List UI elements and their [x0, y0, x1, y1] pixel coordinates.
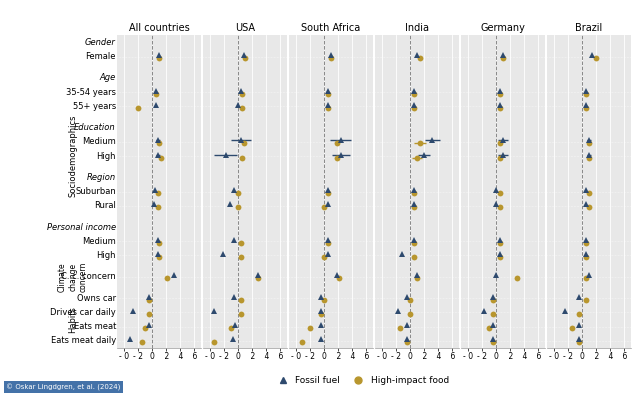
Title: All countries: All countries	[129, 23, 190, 33]
Title: Germany: Germany	[481, 23, 526, 33]
Text: Medium: Medium	[82, 138, 116, 146]
Text: 55+ years: 55+ years	[73, 102, 116, 111]
Text: Female: Female	[86, 52, 116, 61]
Text: Eats meat: Eats meat	[74, 322, 116, 331]
Legend: Fossil fuel, High-impact food: Fossil fuel, High-impact food	[270, 372, 453, 389]
Text: Owns car: Owns car	[77, 294, 116, 303]
Text: Suburban: Suburban	[75, 187, 116, 196]
Title: Brazil: Brazil	[576, 23, 603, 33]
Text: Sociodemographics: Sociodemographics	[68, 115, 77, 197]
Text: Climate
change
concern: Climate change concern	[58, 262, 88, 292]
Text: Gender: Gender	[85, 38, 116, 47]
Text: C. c. concern: C. c. concern	[61, 272, 116, 281]
Text: Personal income: Personal income	[47, 222, 116, 231]
Text: Rural: Rural	[94, 201, 116, 210]
Title: South Africa: South Africa	[301, 23, 361, 33]
Title: USA: USA	[235, 23, 255, 33]
Text: © Oskar Lingdgren, et al. (2024): © Oskar Lingdgren, et al. (2024)	[6, 384, 120, 391]
Text: Habits: Habits	[68, 306, 77, 333]
Text: Drives car daily: Drives car daily	[50, 308, 116, 317]
Text: Eats meat daily: Eats meat daily	[51, 336, 116, 345]
Text: Region: Region	[87, 173, 116, 182]
Text: Medium: Medium	[82, 237, 116, 246]
Text: Education: Education	[74, 123, 116, 132]
Text: Age: Age	[100, 73, 116, 83]
Text: 35-54 years: 35-54 years	[66, 88, 116, 97]
Text: High: High	[96, 251, 116, 260]
Title: India: India	[405, 23, 429, 33]
Text: High: High	[96, 152, 116, 161]
